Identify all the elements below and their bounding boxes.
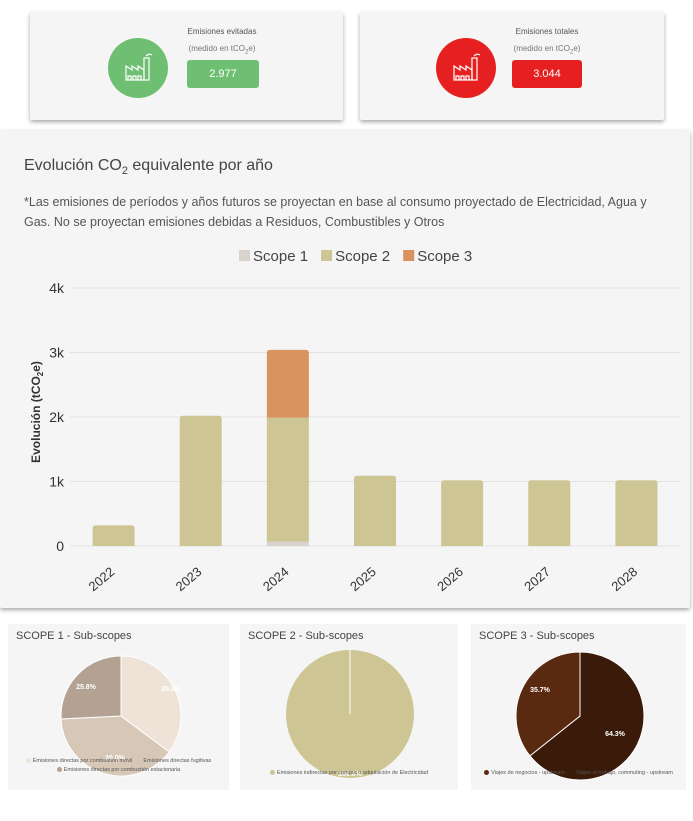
bar-segment xyxy=(92,525,135,546)
scope3-pie: 64.3% 35.7% xyxy=(515,651,645,781)
legend-label: Scope 1 xyxy=(253,248,308,265)
kpi-card-total: Emisiones totales (medido en tCO2e) 3.04… xyxy=(360,12,664,120)
x-tick-label: 2023 xyxy=(173,564,205,594)
legend-swatch xyxy=(403,250,415,261)
chart-bars xyxy=(92,349,658,546)
bar-segment xyxy=(266,417,309,542)
x-axis-ticks: 2022 2023 2024 2025 2026 2027 2028 xyxy=(86,564,641,594)
legend-item: Emisiones indirectas por compra o adquis… xyxy=(269,769,429,778)
bar-segment xyxy=(266,349,309,418)
legend-item: Viajes al trabajo, commuting - upstream xyxy=(569,769,673,778)
kpi-unit: (medido en tCO2e) xyxy=(513,44,581,56)
y-tick-label: 1k xyxy=(49,474,65,490)
bar-segment xyxy=(441,480,484,546)
x-tick-label: 2022 xyxy=(86,564,118,594)
legend-dot xyxy=(136,758,142,764)
kpi-unit: (medido en tCO2e) xyxy=(188,44,256,56)
bar-segment xyxy=(615,480,658,546)
scope1-pie: 35.2% 39.0% 25.8% xyxy=(60,655,182,777)
bar-segment xyxy=(179,415,222,546)
legend-dot xyxy=(569,770,575,776)
bar-segment xyxy=(266,541,309,546)
pie-title: SCOPE 1 - Sub-scopes xyxy=(16,630,132,642)
chart-title: Evolución CO2 equivalente por año xyxy=(24,157,273,178)
pie-slice xyxy=(515,651,581,757)
pie-slice-label: 35.2% xyxy=(161,686,182,693)
bar-segment xyxy=(528,480,571,546)
x-tick-label: 2025 xyxy=(347,564,379,594)
pie-legend: Emisiones directas por combustión móvil E… xyxy=(8,757,229,775)
legend-dot xyxy=(484,770,490,776)
legend-label: Viajes de negocios - upstream xyxy=(491,770,566,776)
legend-label: Emisiones indirectas por compra o adquis… xyxy=(276,770,429,776)
scope2-pie-card: SCOPE 2 - Sub-scopes 100.0% Emisiones in… xyxy=(240,624,458,790)
pie-slice-label: 39.0% xyxy=(105,755,126,762)
x-tick-label: 2024 xyxy=(260,564,292,594)
pie-slice xyxy=(120,655,182,753)
legend-dot xyxy=(25,758,31,764)
pie-legend: Viajes de negocios - upstream Viajes al t… xyxy=(471,769,686,778)
factory-icon xyxy=(108,38,168,98)
y-tick-label: 4k xyxy=(49,280,65,296)
chart-grid: 0 1k 2k 3k 4k xyxy=(49,280,680,554)
factory-icon xyxy=(436,38,496,98)
legend-label: Scope 3 xyxy=(417,248,472,265)
legend-swatch xyxy=(321,250,333,261)
legend-item: Emisiones directas fugitivas xyxy=(136,757,211,766)
kpi-value: 2.977 xyxy=(187,60,259,88)
scope3-pie-card: SCOPE 3 - Sub-scopes 64.3% 35.7% Viajes d… xyxy=(471,624,686,790)
legend-item: Viajes de negocios - upstream xyxy=(484,769,565,778)
kpi-value: 3.044 xyxy=(512,60,582,88)
kpi-title: Emisiones evitadas xyxy=(187,27,257,36)
y-tick-label: 0 xyxy=(56,538,64,554)
kpi-title: Emisiones totales xyxy=(515,27,579,36)
scope1-pie-card: SCOPE 1 - Sub-scopes 35.2% 39.0% 25.8% Emi… xyxy=(8,624,229,790)
legend-label: Viajes al trabajo, commuting - upstream xyxy=(576,770,673,776)
pie-slice xyxy=(529,651,645,781)
y-tick-label: 3k xyxy=(49,345,65,361)
legend-dot xyxy=(269,770,275,776)
pie-slice xyxy=(60,715,170,777)
legend-label: Emisiones directas fugitivas xyxy=(143,758,212,764)
x-tick-label: 2026 xyxy=(434,564,466,594)
y-tick-label: 2k xyxy=(49,409,65,425)
pie-slice-label: 25.8% xyxy=(76,684,97,691)
x-tick-label: 2028 xyxy=(608,564,640,594)
pie-slice xyxy=(60,655,122,720)
bar-segment xyxy=(354,475,396,546)
scope2-pie: 100.0% xyxy=(286,650,414,778)
y-axis-label: Evolución (tCO2e) xyxy=(29,361,45,463)
legend-item: Emisiones directas por combustión móvil xyxy=(25,757,133,766)
legend-label: Emisiones directas por combustión estaci… xyxy=(63,767,181,773)
pie-slice-label: 35.7% xyxy=(530,687,551,694)
pie-slice-label: 64.3% xyxy=(605,731,626,738)
pie-title: SCOPE 3 - Sub-scopes xyxy=(479,630,595,642)
legend-swatch xyxy=(239,250,250,261)
pie-title: SCOPE 2 - Sub-scopes xyxy=(248,630,364,642)
legend-label: Scope 2 xyxy=(335,248,390,265)
chart-note: *Las emisiones de períodos y años futuro… xyxy=(24,195,647,229)
legend-dot xyxy=(56,767,62,773)
legend-item: Emisiones directas por combustión estaci… xyxy=(56,766,181,775)
legend-label: Emisiones directas por combustión móvil xyxy=(32,758,133,764)
chart-legend: Scope 1 Scope 2 Scope 3 xyxy=(239,248,472,265)
pie-legend: Emisiones indirectas por compra o adquis… xyxy=(240,769,458,778)
kpi-card-avoided: Emisiones evitadas (medido en tCO2e) 2.9… xyxy=(30,12,343,120)
x-tick-label: 2027 xyxy=(521,564,553,594)
pie-slice-label: 100.0% xyxy=(338,771,363,778)
